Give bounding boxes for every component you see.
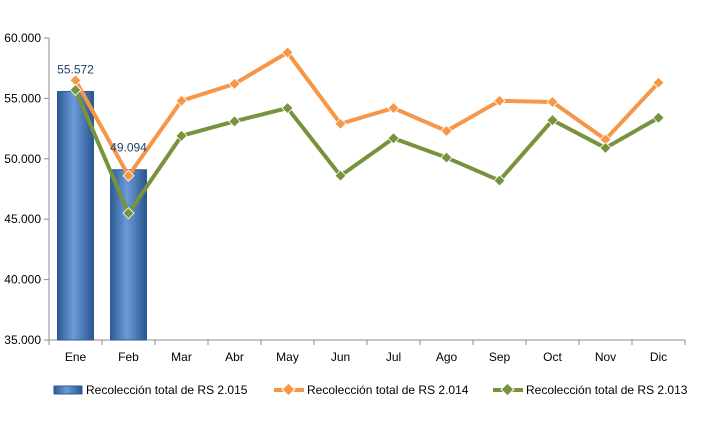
point-2014 [228, 77, 241, 90]
legend-item-2015: Recolección total de RS 2.015 [52, 383, 247, 397]
line-series [69, 46, 665, 220]
legend-label-2014: Recolección total de RS 2.014 [307, 383, 469, 397]
data-labels: 55.572 49.094 [57, 62, 147, 154]
point-2014 [334, 117, 347, 130]
point-2013 [281, 101, 294, 115]
point-2014 [652, 76, 665, 89]
y-tick-label: 55.000 [4, 91, 41, 105]
line-2013 [73, 89, 660, 216]
point-2014 [440, 124, 453, 138]
x-tick-label: Jul [386, 350, 401, 364]
point-2013 [69, 83, 82, 97]
bar [57, 90, 94, 341]
point-2014 [546, 95, 559, 109]
legend-label-2015: Recolección total de RS 2.015 [86, 383, 248, 397]
point-2013 [493, 174, 506, 187]
x-tick-label: Mar [171, 350, 192, 364]
legend-swatch-green-line-icon [493, 383, 523, 397]
bar-series [57, 90, 147, 341]
y-tick-label: 60.000 [4, 31, 41, 45]
x-tick-label: Oct [543, 350, 562, 364]
point-2013 [334, 169, 347, 182]
point-2013 [387, 132, 400, 145]
point-2013 [599, 141, 612, 154]
point-2014 [493, 94, 506, 107]
x-tick-label: Dic [650, 350, 667, 364]
legend: Recolección total de RS 2.015 Recolecció… [0, 383, 724, 407]
line-2014 [73, 50, 660, 178]
point-2013 [546, 114, 559, 127]
x-tick-label: Ago [436, 350, 458, 364]
point-2013 [122, 207, 135, 220]
x-tick-label: May [276, 350, 299, 364]
point-2014 [175, 94, 188, 107]
bar-data-label: 49.094 [110, 141, 147, 155]
axes: 35.000 40.000 45.000 50.000 55.000 60.000 Ene F… [4, 31, 686, 364]
legend-swatch-orange-line-icon [274, 383, 304, 397]
point-2013 [652, 111, 665, 124]
x-tick-label: Feb [118, 350, 139, 364]
y-tick-label: 50.000 [4, 152, 41, 166]
point-2013 [440, 151, 453, 164]
legend-label-2013: Recolección total de RS 2.013 [526, 383, 688, 397]
legend-item-2013: Recolección total de RS 2.013 [492, 383, 687, 397]
point-2013 [175, 129, 188, 142]
legend-swatch-bar-icon [53, 385, 83, 395]
x-tick-label: Sep [489, 350, 511, 364]
x-tick-label: Jun [331, 350, 350, 364]
point-2014 [281, 46, 294, 59]
point-2014 [122, 169, 135, 182]
legend-item-2014: Recolección total de RS 2.014 [273, 383, 468, 397]
point-2014 [387, 101, 400, 115]
y-tick-label: 40.000 [4, 273, 41, 287]
x-tick-label: Abr [225, 350, 244, 364]
y-tick-label: 35.000 [4, 333, 41, 347]
bar-data-label: 55.572 [57, 62, 94, 76]
point-2013 [228, 115, 241, 128]
y-tick-label: 45.000 [4, 212, 41, 226]
x-tick-label: Ene [65, 350, 87, 364]
x-tick-label: Nov [595, 350, 616, 364]
